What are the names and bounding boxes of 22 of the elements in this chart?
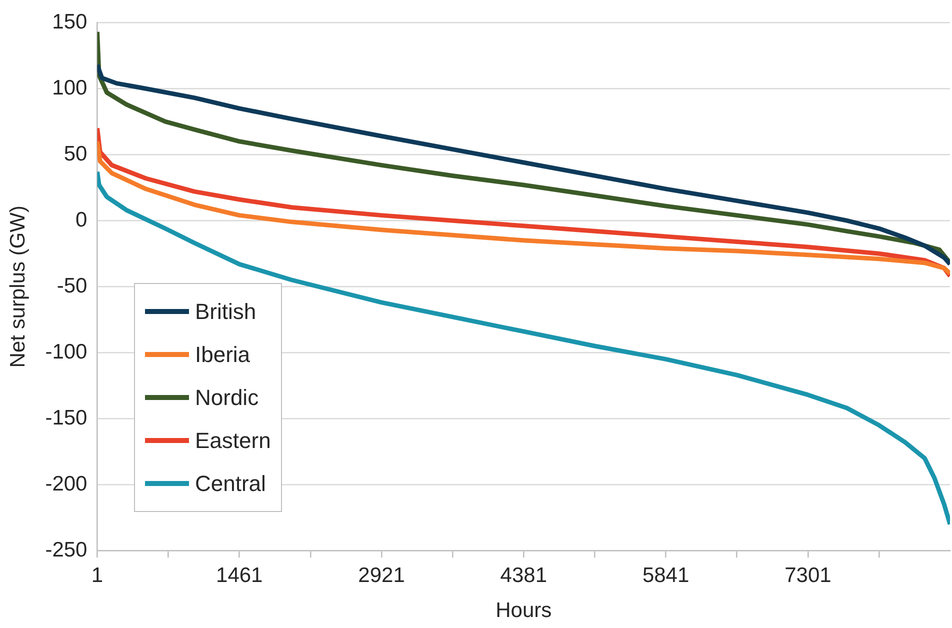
x-tick-label: 1461 — [216, 564, 263, 587]
legend-label: Central — [195, 470, 266, 496]
x-tick-label: 1 — [91, 564, 104, 587]
y-axis-title: Net surplus (GW) — [6, 206, 30, 368]
legend-label: Iberia — [195, 342, 250, 368]
x-tick-label: 2921 — [358, 564, 405, 587]
legend-label: Eastern — [195, 428, 271, 454]
y-tick-label: -100 — [45, 340, 88, 364]
x-axis-title: Hours — [496, 599, 552, 622]
y-tick-label: -200 — [45, 472, 88, 496]
x-tick-label: 5841 — [642, 564, 690, 587]
y-tick-label: 50 — [64, 142, 88, 166]
y-tick-label: 100 — [52, 76, 88, 100]
y-tick-label: -150 — [45, 406, 88, 430]
y-tick-label: 0 — [76, 208, 88, 232]
x-tick-label: 7301 — [784, 564, 832, 587]
y-tick-label: -250 — [45, 538, 88, 562]
legend-label: British — [195, 298, 256, 324]
y-tick-label: -50 — [56, 274, 88, 298]
y-tick-label: 150 — [52, 10, 88, 34]
x-tick-label: 4381 — [500, 564, 548, 587]
legend-label: Nordic — [195, 384, 259, 410]
